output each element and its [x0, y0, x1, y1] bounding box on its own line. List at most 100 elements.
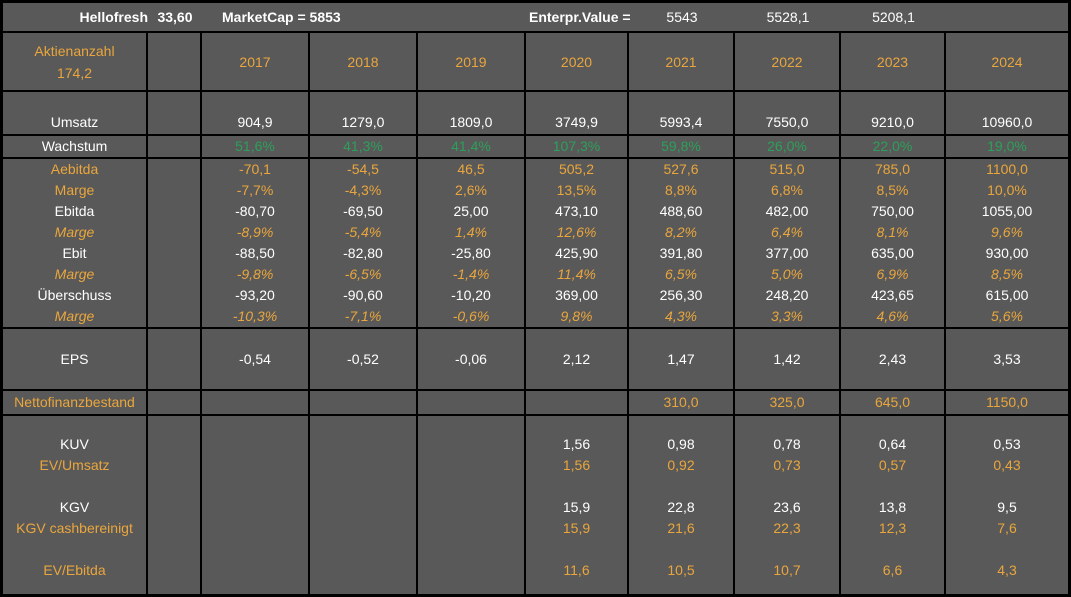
cell[interactable]: 4,3%: [665, 308, 697, 324]
cell[interactable]: 0,53: [993, 436, 1021, 452]
cell[interactable]: 0,43: [993, 457, 1021, 473]
cell-wachstum[interactable]: 107,3%: [526, 136, 629, 157]
cell-eps[interactable]: 1,42: [735, 329, 841, 389]
cell[interactable]: 4,6%: [876, 308, 909, 324]
cell[interactable]: 22,3: [773, 520, 801, 536]
row-label-umsatz[interactable]: Umsatz: [3, 92, 148, 134]
row-label-ebitda[interactable]: Ebitda: [54, 203, 95, 219]
cell[interactable]: 12,6%: [556, 224, 597, 240]
cell-umsatz[interactable]: 904,9: [202, 92, 310, 134]
year-header-2023[interactable]: 2023: [841, 33, 946, 90]
empty-cell[interactable]: [148, 329, 202, 389]
cell[interactable]: -7,7%: [236, 182, 274, 198]
row-label-eps[interactable]: EPS: [3, 329, 148, 389]
cell[interactable]: 9,8%: [560, 308, 593, 324]
cell[interactable]: 0,57: [878, 457, 907, 473]
cell-netto[interactable]: 1150,0: [986, 394, 1028, 410]
cell[interactable]: -10,3%: [232, 308, 278, 324]
cell-netto[interactable]: [418, 391, 526, 414]
row-label-marge[interactable]: Marge: [54, 224, 95, 240]
cell[interactable]: 6,6: [882, 562, 903, 578]
cell-umsatz[interactable]: 1279,0: [310, 92, 418, 134]
cell[interactable]: 21,6: [667, 520, 695, 536]
row-label-kuv[interactable]: KUV: [60, 436, 89, 452]
cell-wachstum[interactable]: 41,4%: [418, 136, 526, 157]
cell[interactable]: 256,30: [659, 287, 703, 303]
share-price[interactable]: 33,60: [157, 9, 193, 25]
cell[interactable]: -90,60: [343, 287, 383, 303]
cell-umsatz[interactable]: 1809,0: [418, 92, 526, 134]
cell[interactable]: 635,00: [871, 245, 914, 261]
cell-wachstum[interactable]: 41,3%: [310, 136, 418, 157]
year-header-2021[interactable]: 2021: [629, 33, 735, 90]
cell[interactable]: -10,20: [451, 287, 491, 303]
cell[interactable]: 750,00: [871, 203, 914, 219]
cell[interactable]: 11,4%: [557, 266, 596, 282]
cell-eps[interactable]: 3,53: [993, 351, 1021, 367]
cell[interactable]: -6,5%: [344, 266, 382, 282]
cell[interactable]: 10,5: [667, 562, 695, 578]
cell[interactable]: -69,50: [343, 203, 383, 219]
cell[interactable]: 8,1%: [876, 224, 909, 240]
cell[interactable]: 46,5: [457, 161, 485, 177]
cell[interactable]: 13,5%: [556, 182, 597, 198]
empty-column[interactable]: [148, 416, 202, 594]
enterprise-value-label[interactable]: Enterpr.Value =: [529, 9, 631, 25]
empty-column[interactable]: [148, 159, 202, 327]
row-label-marge[interactable]: Marge: [54, 182, 95, 198]
cell[interactable]: 615,00: [985, 287, 1029, 303]
cell[interactable]: -25,80: [451, 245, 491, 261]
cell[interactable]: 930,00: [985, 245, 1029, 261]
cell-eps[interactable]: 2,12: [526, 329, 629, 389]
cell[interactable]: -5,4%: [344, 224, 382, 240]
cell[interactable]: 22,8: [667, 499, 695, 515]
row-label-wachstum[interactable]: Wachstum: [3, 136, 148, 157]
cell-umsatz[interactable]: 3749,9: [526, 92, 629, 134]
cell[interactable]: 2,6%: [455, 182, 487, 198]
cell[interactable]: -8,9%: [236, 224, 274, 240]
marketcap-value[interactable]: MarketCap = 5853: [222, 9, 341, 25]
cell[interactable]: -9,8%: [236, 266, 274, 282]
cell[interactable]: 1,56: [562, 436, 591, 452]
cell-wachstum[interactable]: 22,0%: [841, 136, 946, 157]
year-header-2019[interactable]: 2019: [418, 33, 526, 90]
cell-eps[interactable]: -0,54: [202, 329, 310, 389]
cell[interactable]: 482,00: [765, 203, 809, 219]
cell-umsatz[interactable]: 9210,0: [841, 92, 946, 134]
cell[interactable]: 515,0: [769, 161, 805, 177]
cell[interactable]: 473,10: [555, 203, 598, 219]
cell[interactable]: -88,50: [235, 245, 275, 261]
row-label-marge[interactable]: Marge: [54, 266, 95, 282]
cell[interactable]: 377,00: [765, 245, 809, 261]
cell-eps[interactable]: -0,52: [310, 329, 418, 389]
row-label-ev-ebitda[interactable]: EV/Ebitda: [43, 562, 106, 578]
cell[interactable]: 5,6%: [991, 308, 1023, 324]
cell-wachstum[interactable]: 26,0%: [735, 136, 841, 157]
cell[interactable]: 15,9: [562, 520, 591, 536]
empty-cell[interactable]: [148, 33, 202, 90]
row-label-aebitda[interactable]: Aebitda: [50, 161, 99, 177]
ratios-column-2019[interactable]: [418, 416, 526, 594]
share-count-cell[interactable]: Aktienanzahl 174,2: [3, 33, 148, 90]
row-label-kgv[interactable]: KGV: [59, 499, 90, 515]
cell[interactable]: 1100,0: [986, 161, 1028, 177]
cell[interactable]: 6,4%: [771, 224, 803, 240]
cell[interactable]: 4,3: [997, 562, 1017, 578]
cell[interactable]: 527,6: [663, 161, 699, 177]
cell-wachstum[interactable]: 51,6%: [202, 136, 310, 157]
cell[interactable]: -7,1%: [344, 308, 382, 324]
year-header-2022[interactable]: 2022: [735, 33, 841, 90]
empty-cell[interactable]: [148, 391, 202, 414]
cell-netto[interactable]: [526, 391, 629, 414]
cell[interactable]: 10,0%: [987, 182, 1027, 198]
cell[interactable]: 9,5: [997, 499, 1017, 515]
row-label-ev-umsatz[interactable]: EV/Umsatz: [39, 457, 110, 473]
cell[interactable]: 0,92: [667, 457, 695, 473]
cell[interactable]: 5,0%: [771, 266, 803, 282]
cell[interactable]: 488,60: [659, 203, 703, 219]
empty-cell[interactable]: [148, 92, 202, 134]
cell-eps[interactable]: 2,43: [841, 329, 946, 389]
cell[interactable]: 1055,00: [981, 203, 1033, 219]
enterprise-value-2022[interactable]: 5528,1: [766, 9, 810, 25]
cell[interactable]: 6,5%: [665, 266, 697, 282]
